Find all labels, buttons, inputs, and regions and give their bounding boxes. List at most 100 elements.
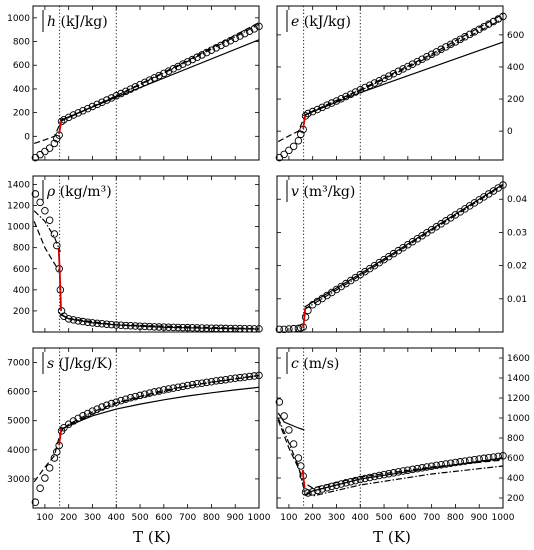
series-line-c-solid-1 bbox=[277, 412, 305, 431]
panel-label-unit-c: (m/s) bbox=[299, 356, 340, 372]
data-point-rho-2 bbox=[41, 207, 49, 215]
x-tick-label-c-600: 600 bbox=[399, 513, 416, 523]
y-tick-label-h-0: 0 bbox=[24, 132, 30, 142]
data-point-c-35 bbox=[432, 461, 441, 470]
data-point-h-3 bbox=[45, 144, 54, 152]
data-point-c-0 bbox=[275, 398, 284, 406]
x-tick-label-c-800: 800 bbox=[447, 513, 464, 523]
data-point-e-9 bbox=[308, 107, 317, 116]
series-line-e-red-4 bbox=[302, 115, 306, 129]
data-point-v-0 bbox=[275, 325, 284, 334]
data-point-e-4 bbox=[294, 136, 303, 145]
data-point-rho-0 bbox=[31, 190, 40, 198]
data-point-c-16 bbox=[342, 479, 350, 487]
x-tick-label-s-1000: 1000 bbox=[248, 513, 271, 523]
y-tick-label-v-0.04: 0.04 bbox=[507, 195, 527, 205]
data-point-h-28 bbox=[155, 71, 163, 80]
data-point-e-28 bbox=[399, 65, 407, 73]
data-point-e-32 bbox=[418, 55, 426, 64]
marker-series-e bbox=[275, 12, 507, 162]
y-tick-label-s-5000: 5000 bbox=[7, 417, 30, 427]
panel-label-c: c (m/s) bbox=[291, 356, 339, 372]
data-point-e-37 bbox=[442, 43, 450, 51]
y-tick-label-c-400: 400 bbox=[507, 474, 524, 484]
data-point-h-35 bbox=[188, 55, 197, 64]
data-point-c-33 bbox=[423, 463, 431, 471]
y-tick-label-h-400: 400 bbox=[13, 85, 30, 95]
panel-label-unit-h: (kJ/kg) bbox=[56, 14, 108, 30]
data-point-rho-3 bbox=[45, 216, 54, 225]
data-point-h-2 bbox=[41, 147, 49, 156]
data-point-s-28 bbox=[155, 387, 163, 395]
data-point-e-7 bbox=[301, 112, 310, 120]
data-point-c-2 bbox=[285, 426, 293, 434]
data-point-e-23 bbox=[375, 76, 384, 85]
panel-label-e: e (kJ/kg) bbox=[291, 14, 351, 30]
data-point-e-29 bbox=[404, 62, 412, 71]
data-point-c-37 bbox=[442, 460, 450, 468]
y-tick-label-s-6000: 6000 bbox=[7, 388, 30, 398]
y-tick-label-c-1400: 1400 bbox=[507, 374, 530, 384]
y-tick-label-c-600: 600 bbox=[507, 454, 524, 464]
marker-series-h bbox=[31, 22, 263, 162]
data-point-s-12 bbox=[79, 412, 87, 420]
data-point-c-13 bbox=[327, 482, 336, 491]
x-tick-label-c-300: 300 bbox=[328, 513, 345, 523]
y-tick-label-e-600: 600 bbox=[507, 31, 524, 41]
data-point-s-47 bbox=[245, 372, 254, 381]
series-line-h-dashdot-3 bbox=[60, 23, 260, 122]
marker-series-rho bbox=[31, 190, 263, 333]
data-point-c-27 bbox=[394, 468, 403, 476]
x-tick-label-c-1000: 1000 bbox=[492, 513, 515, 523]
y-tick-label-c-1000: 1000 bbox=[507, 414, 530, 424]
data-point-h-4 bbox=[50, 139, 59, 148]
series-line-e-solid-1 bbox=[304, 41, 504, 116]
y-tick-label-rho-1200: 1200 bbox=[7, 202, 30, 212]
data-point-h-14 bbox=[88, 102, 97, 111]
y-tick-label-e-0: 0 bbox=[507, 127, 513, 137]
data-point-e-22 bbox=[370, 79, 379, 87]
data-point-h-33 bbox=[179, 60, 187, 68]
x-tick-label-c-900: 900 bbox=[471, 513, 488, 523]
x-tick-label-s-400: 400 bbox=[108, 513, 125, 523]
data-point-e-17 bbox=[347, 90, 355, 98]
x-tick-label-c-100: 100 bbox=[280, 513, 297, 523]
plot-frame-e bbox=[276, 5, 504, 161]
y-tick-label-rho-200: 200 bbox=[13, 307, 30, 317]
panel-label-unit-v: (m³/kg) bbox=[299, 184, 355, 200]
data-point-e-10 bbox=[313, 105, 322, 114]
data-point-e-24 bbox=[380, 74, 388, 83]
data-point-e-21 bbox=[366, 81, 374, 89]
panel-h: 0 200 400 600 800 1000 h (kJ/kg) bbox=[7, 5, 263, 162]
data-point-s-30 bbox=[164, 385, 173, 393]
data-point-e-30 bbox=[408, 60, 417, 68]
panel-label-unit-s: (J/kg/K) bbox=[54, 356, 112, 372]
panel-e: 0 200 400 600 e (kJ/kg) bbox=[275, 5, 524, 162]
data-point-h-23 bbox=[131, 83, 140, 91]
y-tick-label-c-200: 200 bbox=[507, 494, 524, 504]
series-line-c-dashed-3 bbox=[277, 419, 504, 489]
series-line-h-dashed-2 bbox=[34, 22, 260, 144]
plot-frame-c bbox=[276, 347, 504, 509]
data-point-e-11 bbox=[318, 103, 326, 112]
y-tick-label-c-1600: 1600 bbox=[507, 354, 530, 364]
panel-label-var-e: e bbox=[291, 14, 299, 30]
y-tick-label-c-1200: 1200 bbox=[507, 394, 530, 404]
y-tick-label-rho-1000: 1000 bbox=[7, 223, 30, 233]
data-point-e-25 bbox=[385, 72, 393, 80]
series-line-rho-red-5 bbox=[57, 248, 62, 311]
panel-label-s: s (J/kg/K) bbox=[47, 356, 113, 372]
panel-rho: 200 400 600 800 1000 1200 1400 ρ (kg/m³) bbox=[7, 175, 263, 333]
y-tick-label-s-7000: 7000 bbox=[7, 359, 30, 369]
data-point-s-3 bbox=[45, 464, 54, 472]
y-tick-label-h-1000: 1000 bbox=[7, 14, 30, 24]
series-line-v-red-3 bbox=[302, 308, 306, 329]
data-point-s-21 bbox=[122, 395, 130, 403]
data-point-h-12 bbox=[79, 106, 87, 115]
panel-label-unit-e: (kJ/kg) bbox=[299, 14, 351, 30]
series-line-rho-dashed-4 bbox=[60, 313, 260, 330]
y-tick-label-h-800: 800 bbox=[13, 38, 30, 48]
y-tick-label-h-600: 600 bbox=[13, 61, 30, 71]
data-point-v-1 bbox=[280, 325, 288, 334]
marker-series-c bbox=[275, 398, 507, 497]
